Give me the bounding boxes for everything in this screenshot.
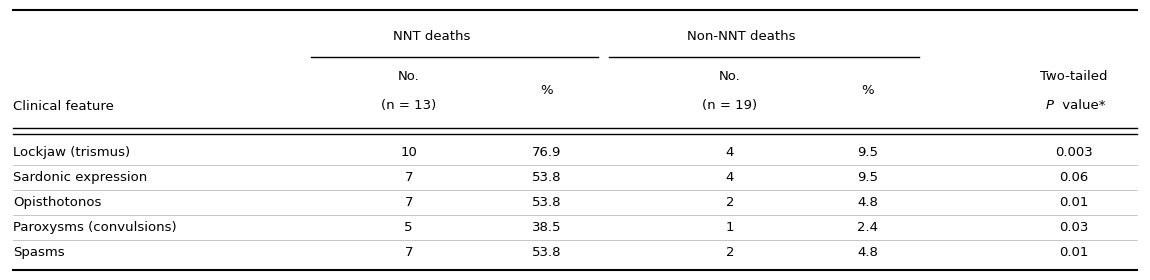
Text: 2: 2 [726, 196, 734, 209]
Text: 0.003: 0.003 [1056, 146, 1092, 159]
Text: 9.5: 9.5 [857, 146, 879, 159]
Text: 7: 7 [405, 171, 413, 184]
Text: 53.8: 53.8 [531, 171, 561, 184]
Text: NNT deaths: NNT deaths [393, 30, 470, 43]
Text: Two-tailed: Two-tailed [1041, 70, 1107, 83]
Text: 53.8: 53.8 [531, 246, 561, 259]
Text: P: P [1045, 99, 1053, 112]
Text: 0.06: 0.06 [1059, 171, 1089, 184]
Text: Paroxysms (convulsions): Paroxysms (convulsions) [13, 221, 176, 234]
Text: Clinical feature: Clinical feature [13, 100, 114, 113]
Text: Spasms: Spasms [13, 246, 64, 259]
Text: 7: 7 [405, 196, 413, 209]
Text: Non-NNT deaths: Non-NNT deaths [687, 30, 796, 43]
Text: 0.01: 0.01 [1059, 246, 1089, 259]
Text: Opisthotonos: Opisthotonos [13, 196, 101, 209]
Text: 76.9: 76.9 [531, 146, 561, 159]
Text: 5: 5 [405, 221, 413, 234]
Text: 4: 4 [726, 171, 734, 184]
Text: %: % [540, 84, 553, 97]
Text: 53.8: 53.8 [531, 196, 561, 209]
Text: 0.03: 0.03 [1059, 221, 1089, 234]
Text: 2: 2 [726, 246, 734, 259]
Text: No.: No. [398, 70, 420, 83]
Text: 4.8: 4.8 [857, 246, 877, 259]
Text: (n = 19): (n = 19) [703, 99, 758, 112]
Text: 2.4: 2.4 [857, 221, 879, 234]
Text: 38.5: 38.5 [531, 221, 561, 234]
Text: %: % [861, 84, 874, 97]
Text: No.: No. [719, 70, 741, 83]
Text: Lockjaw (trismus): Lockjaw (trismus) [13, 146, 130, 159]
Text: value*: value* [1058, 99, 1105, 112]
Text: (n = 13): (n = 13) [381, 99, 436, 112]
Text: 4: 4 [726, 146, 734, 159]
Text: Sardonic expression: Sardonic expression [13, 171, 147, 184]
Text: 1: 1 [726, 221, 734, 234]
Text: 7: 7 [405, 246, 413, 259]
Text: 10: 10 [400, 146, 417, 159]
Text: 4.8: 4.8 [857, 196, 877, 209]
Text: 0.01: 0.01 [1059, 196, 1089, 209]
Text: 9.5: 9.5 [857, 171, 879, 184]
